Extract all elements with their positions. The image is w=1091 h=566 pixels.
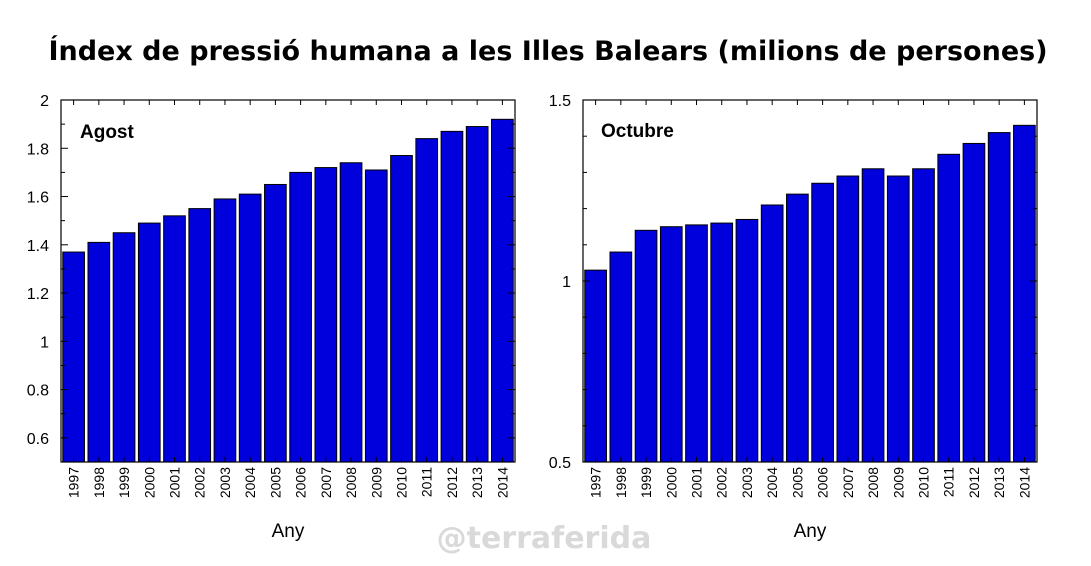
bar-2001 xyxy=(685,224,708,463)
bar-2006 xyxy=(289,171,312,463)
x-tick-label: 2001 xyxy=(689,467,705,498)
bar-2011 xyxy=(415,138,439,463)
x-tick-label: 2010 xyxy=(394,467,410,498)
x-tick-label: 2001 xyxy=(167,467,183,498)
bar-2012 xyxy=(440,130,464,463)
watermark-text: @terraferida xyxy=(437,521,652,556)
x-tick-label: 2008 xyxy=(343,467,359,498)
x-tick-label: 1997 xyxy=(66,467,82,498)
bar-2008 xyxy=(861,168,885,463)
x-tick-label: 2003 xyxy=(739,467,755,498)
bar-2004 xyxy=(238,193,262,463)
bar-2005 xyxy=(264,183,287,463)
bar-2007 xyxy=(314,167,338,463)
bar-2005 xyxy=(786,193,809,463)
bar-2007 xyxy=(836,175,860,463)
y-tick-label: 1.6 xyxy=(27,190,49,207)
x-tick-label: 2006 xyxy=(293,467,309,498)
bar-1998 xyxy=(609,251,633,463)
bar-1999 xyxy=(112,232,136,463)
x-tick-label: 1997 xyxy=(588,467,604,498)
x-tick-label: 2002 xyxy=(714,467,730,498)
x-tick-label: 2012 xyxy=(966,467,982,498)
y-tick-label: 1 xyxy=(562,274,571,291)
bar-2009 xyxy=(886,175,910,463)
x-tick-label: 2012 xyxy=(444,467,460,498)
bar-2006 xyxy=(811,182,834,463)
x-tick-label: 2000 xyxy=(141,467,157,498)
x-tick-label: 1999 xyxy=(638,467,654,498)
bar-2012 xyxy=(962,142,986,463)
y-tick-label: 1.8 xyxy=(27,141,49,158)
x-tick-label: 2003 xyxy=(217,467,233,498)
x-tick-label: 2011 xyxy=(419,467,435,497)
x-tick-label: 2006 xyxy=(815,467,831,498)
bar-2013 xyxy=(465,126,489,463)
x-axis-label: Any xyxy=(794,521,827,542)
bar-1998 xyxy=(87,241,111,463)
bar-2000 xyxy=(659,226,683,463)
bar-2002 xyxy=(188,208,212,463)
bar-2013 xyxy=(987,132,1011,463)
bar-2014 xyxy=(491,118,514,463)
bar-2009 xyxy=(364,169,388,463)
bar-2003 xyxy=(213,198,237,463)
bar-2010 xyxy=(912,168,935,463)
x-tick-label: 2007 xyxy=(840,467,856,498)
x-tick-label: 2008 xyxy=(865,467,881,498)
y-tick-label: 1.4 xyxy=(27,238,49,255)
y-tick-label: 2 xyxy=(40,93,49,110)
y-tick-label: 1 xyxy=(40,334,49,351)
x-tick-label: 1999 xyxy=(116,467,132,498)
bar-2001 xyxy=(163,215,186,463)
plot-frame xyxy=(60,99,516,463)
x-tick-label: 2013 xyxy=(469,467,485,498)
bar-1999 xyxy=(634,229,658,463)
panel-label: Octubre xyxy=(601,121,674,142)
bar-1997 xyxy=(584,269,607,463)
y-tick-label: 0.8 xyxy=(27,383,49,400)
bar-2004 xyxy=(760,204,784,463)
x-tick-label: 2011 xyxy=(941,467,957,497)
chart-panel-octubre: 0.5 1 1.5 1997 1998 1999 2000 2001 2002 2003 2004 2… xyxy=(549,93,1038,542)
x-tick-label: 1998 xyxy=(91,467,107,498)
bar-2003 xyxy=(735,218,759,463)
bar-1997 xyxy=(62,251,85,463)
bar-2014 xyxy=(1013,124,1036,463)
x-tick-label: 2014 xyxy=(1016,467,1032,498)
y-tick-label: 1.5 xyxy=(549,93,571,110)
chart-title: Índex de pressió humana a les Illes Bale… xyxy=(48,35,1047,67)
x-tick-label: 2010 xyxy=(916,467,932,498)
x-tick-label: 2000 xyxy=(663,467,679,498)
x-axis-label: Any xyxy=(272,521,305,542)
x-tick-label: 2005 xyxy=(267,467,283,498)
x-tick-label: 2004 xyxy=(242,467,258,498)
x-tick-label: 2014 xyxy=(494,467,510,498)
bar-2008 xyxy=(339,162,363,463)
panel-label: Agost xyxy=(80,122,135,143)
x-tick-label: 2009 xyxy=(890,467,906,498)
x-tick-label: 2009 xyxy=(368,467,384,498)
y-tick-label: 0.6 xyxy=(27,431,49,448)
x-tick-label: 2005 xyxy=(789,467,805,498)
chart-panel-agost: 0.6 0.8 1 1.2 1.4 1.6 1.8 2 1997 1998 1999 2000 2001… xyxy=(27,93,516,542)
x-tick-label: 2013 xyxy=(991,467,1007,498)
x-tick-label: 1998 xyxy=(613,467,629,498)
y-tick-label: 1.2 xyxy=(27,286,49,303)
x-tick-label: 2007 xyxy=(318,467,334,498)
y-tick-label: 0.5 xyxy=(549,455,571,472)
bar-2011 xyxy=(937,153,961,463)
x-tick-label: 2002 xyxy=(192,467,208,498)
bar-2000 xyxy=(137,222,161,463)
bar-2002 xyxy=(710,222,734,463)
bar-2010 xyxy=(390,155,413,463)
x-tick-label: 2004 xyxy=(764,467,780,498)
